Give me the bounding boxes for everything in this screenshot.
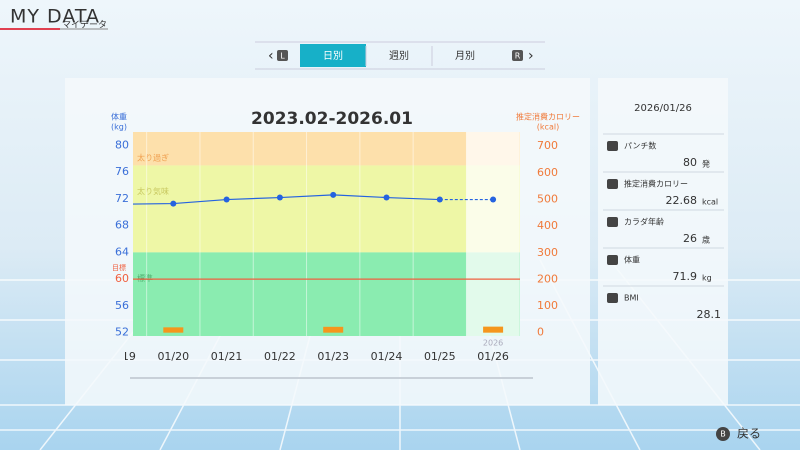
summary-icon — [607, 141, 618, 151]
button-label: L — [280, 52, 285, 61]
tab-bar: ‹ L R › — [255, 41, 545, 70]
chart-title: 2023.02-2026.01 — [251, 109, 413, 129]
today-year: 2026 — [483, 339, 503, 348]
y-axis-label: 体重 — [111, 112, 127, 122]
zone-label: 太り過ぎ — [137, 153, 169, 163]
y2-tick-label: 600 — [537, 166, 558, 179]
y2-tick-label: 700 — [537, 139, 558, 152]
x-tick-label: 01/20 — [157, 350, 189, 363]
today-column — [466, 132, 520, 336]
x-tick-label: 01/23 — [317, 350, 349, 363]
y-tick-label: 60 — [115, 272, 129, 285]
button-label: R — [515, 52, 521, 61]
calorie-bar — [163, 327, 184, 333]
target-label: 目標 — [112, 263, 126, 272]
tab[interactable]: 月別 — [455, 50, 475, 62]
y2-tick-label: 300 — [537, 246, 558, 259]
summary-icon — [607, 293, 618, 303]
zone — [133, 132, 520, 166]
zone — [133, 252, 520, 336]
summary-unit: kg — [702, 274, 712, 283]
x-tick-label: 01/19 — [104, 350, 136, 363]
y2-axis-unit: (kcal) — [537, 123, 559, 132]
button-icon — [716, 427, 730, 441]
x-tick-label: 01/25 — [424, 350, 456, 363]
y-axis-unit: (kg) — [111, 123, 127, 132]
x-tick-label: 01/24 — [371, 350, 403, 363]
summary-label: 体重 — [624, 255, 640, 265]
y2-tick-label: 200 — [537, 272, 558, 285]
header-subtitle: マイデータ — [62, 19, 107, 31]
zone — [133, 165, 520, 253]
calorie-bar — [483, 326, 504, 333]
header-title: MY DATA — [10, 6, 100, 28]
weight-point — [170, 200, 177, 207]
y-tick-label: 68 — [115, 219, 129, 232]
tab-arrow: › — [528, 48, 534, 64]
x-tick-label: 01/26 — [477, 350, 509, 363]
button-label: B — [720, 430, 726, 439]
tab[interactable]: 日別 — [323, 50, 343, 62]
y-tick-label: 80 — [115, 138, 129, 151]
y-tick-label: 76 — [115, 165, 129, 178]
summary-icon — [607, 255, 618, 265]
summary-icon — [607, 217, 618, 227]
y-tick-label: 56 — [115, 299, 129, 312]
summary-icon — [607, 179, 618, 189]
button-icon — [277, 50, 288, 61]
summary-value: 22.68 — [666, 194, 698, 207]
summary-panel — [598, 78, 728, 405]
y2-tick-label: 400 — [537, 219, 558, 232]
calorie-bar — [323, 326, 344, 333]
back-label[interactable]: 戻る — [737, 427, 761, 441]
summary-label: カラダ年齢 — [624, 217, 664, 227]
zone-label: 太り気味 — [137, 186, 169, 196]
x-tick-label: 01/21 — [211, 350, 243, 363]
y2-axis-label: 推定消費カロリー — [516, 112, 580, 122]
summary-value: 26 — [683, 232, 697, 245]
summary-label: BMI — [624, 294, 639, 303]
weight-point — [276, 194, 283, 201]
y-tick-label: 64 — [115, 245, 129, 258]
y2-tick-label: 0 — [537, 326, 544, 339]
weight-point — [383, 194, 390, 201]
tab[interactable]: 週別 — [389, 50, 409, 62]
x-labels: 01/19 01/20 01/21 01/22 01/23 01/24 01/25 01/26 — [104, 350, 509, 363]
y-tick-label: 72 — [115, 192, 129, 205]
tab-active — [300, 44, 366, 67]
weight-point — [436, 196, 443, 203]
summary-value: 71.9 — [673, 270, 698, 283]
zone-label: 標準 — [137, 273, 153, 283]
weight-point — [223, 196, 230, 203]
y2-tick-label: 500 — [537, 193, 558, 206]
summary-label: 推定消費カロリー — [624, 179, 688, 189]
x-tick-label: 01/22 — [264, 350, 296, 363]
summary-value: 28.1 — [697, 308, 722, 321]
weight-point — [330, 191, 337, 198]
summary-date: 2026/01/26 — [634, 103, 692, 114]
button-icon — [512, 50, 523, 61]
y2-tick-label: 100 — [537, 299, 558, 312]
y-tick-label: 52 — [115, 326, 129, 339]
weight-point — [490, 196, 497, 203]
summary-label: パンチ数 — [624, 141, 656, 151]
tab-arrow: ‹ — [268, 48, 274, 64]
summary-unit: 歳 — [702, 235, 710, 245]
summary-value: 80 — [683, 156, 697, 169]
summary-unit: kcal — [702, 198, 718, 207]
summary-unit: 発 — [702, 160, 710, 169]
